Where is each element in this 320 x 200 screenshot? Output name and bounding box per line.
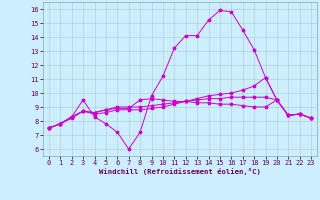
X-axis label: Windchill (Refroidissement éolien,°C): Windchill (Refroidissement éolien,°C) [99, 168, 261, 175]
